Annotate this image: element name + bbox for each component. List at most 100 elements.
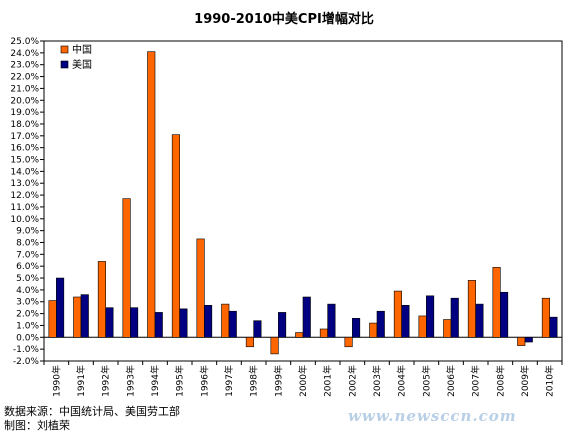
bar-usa <box>228 310 237 338</box>
y-tick-label: 11.0% <box>10 203 39 213</box>
bar-usa <box>426 295 435 338</box>
y-tick-label: 13.0% <box>10 179 39 189</box>
bar-usa <box>80 294 89 338</box>
x-tick-label: 2000年 <box>297 365 309 397</box>
y-tick-label: 12.0% <box>10 191 39 201</box>
y-tick-label: -1.0% <box>13 345 40 355</box>
bar-usa <box>105 307 114 338</box>
x-tick-label: 1996年 <box>198 365 210 397</box>
bar-usa <box>130 307 139 338</box>
bar-china <box>467 280 476 338</box>
y-axis: -2.0% -1.0% 0.0% 1.0%2.0% 3.0% 4.0% 5.0% 6.0% 7.… <box>10 37 44 367</box>
watermark: www.newsccn.com <box>348 407 517 425</box>
bar-usa <box>401 304 410 338</box>
y-tick-label: 19.0% <box>10 108 39 118</box>
bar-china <box>73 296 82 338</box>
bar-usa <box>327 303 336 338</box>
bar-china <box>319 328 328 338</box>
x-tick-label: 1998年 <box>248 365 260 397</box>
x-tick-label: 2007年 <box>470 365 482 397</box>
legend-label: 美国 <box>72 58 92 71</box>
y-tick-label: 21.0% <box>10 84 39 94</box>
y-tick-label: 8.0% <box>16 238 39 248</box>
y-tick-label: 6.0% <box>16 262 39 272</box>
x-tick-label: 1992年 <box>100 365 112 397</box>
bar-usa <box>204 304 213 338</box>
x-tick-label: 2002年 <box>346 365 358 397</box>
x-tick-label: 2005年 <box>420 365 432 397</box>
x-tick-label: 2003年 <box>371 365 383 397</box>
x-tick-label: 2009年 <box>519 365 531 397</box>
x-tick-label: 1995年 <box>174 365 186 397</box>
bar-china <box>443 319 452 338</box>
bar-china <box>147 51 156 338</box>
legend-label: 中国 <box>72 43 92 56</box>
bar-china <box>492 267 501 338</box>
author-note: 制图：刘植荣 <box>4 419 70 432</box>
bar-usa <box>352 318 361 338</box>
y-tick-label: 16.0% <box>10 144 39 154</box>
x-tick-label: 1994年 <box>149 365 161 397</box>
x-tick-label: 1997年 <box>223 365 235 397</box>
bar-usa <box>278 312 287 338</box>
y-tick-label: 25.0% <box>10 37 39 47</box>
bar-china <box>221 303 230 338</box>
x-tick-label: 2008年 <box>494 365 506 397</box>
bar-china <box>97 261 106 338</box>
y-tick-label: 15.0% <box>10 156 39 166</box>
bars <box>48 51 558 355</box>
y-tick-label: 18.0% <box>10 120 39 130</box>
bar-china <box>245 336 254 348</box>
y-tick-label: 1.0% <box>16 321 39 331</box>
y-tick-label: 22.0% <box>10 73 39 83</box>
x-tick-label: 2001年 <box>322 365 334 397</box>
legend-swatch <box>60 60 69 69</box>
bar-usa <box>450 297 459 338</box>
plot-border <box>43 40 563 362</box>
y-tick-label: 4.0% <box>16 286 39 296</box>
bar-usa <box>154 312 163 338</box>
bar-china <box>122 198 131 338</box>
bar-china <box>171 134 180 338</box>
source-note: 数据来源：中国统计局、美国劳工部 <box>4 405 180 418</box>
y-tick-label: 14.0% <box>10 167 39 177</box>
y-tick-label: 24.0% <box>10 49 39 59</box>
bar-usa <box>179 308 188 338</box>
y-tick-label: 2.0% <box>16 310 39 320</box>
y-tick-label: 0.0% <box>16 333 39 343</box>
bar-usa <box>302 296 311 338</box>
x-tick-label: 1999年 <box>272 365 284 397</box>
bar-usa <box>475 303 484 338</box>
y-tick-label: 10.0% <box>10 215 39 225</box>
bar-china <box>48 300 57 338</box>
bar-china <box>418 315 427 338</box>
bar-china <box>517 336 526 346</box>
x-tick-label: 2004年 <box>396 365 408 397</box>
x-tick-label: 2006年 <box>445 365 457 397</box>
x-axis: 1990年 1991年 1992年 1993年 1994年 1995年 1996年 1997年… <box>43 361 563 397</box>
bar-china <box>196 238 205 338</box>
bar-china <box>393 290 402 338</box>
bar-usa <box>500 291 509 338</box>
x-tick-label: 1990年 <box>50 365 62 397</box>
y-tick-label: -2.0% <box>13 357 40 367</box>
bar-china <box>295 332 304 338</box>
bar-usa <box>549 316 558 338</box>
chart-title: 1990-2010中美CPI增幅对比 <box>194 11 374 27</box>
x-tick-label: 2010年 <box>544 365 556 397</box>
y-tick-label: 20.0% <box>10 96 39 106</box>
bar-china <box>270 336 279 355</box>
bar-china <box>344 336 353 348</box>
bar-usa <box>376 310 385 338</box>
y-tick-label: 23.0% <box>10 61 39 71</box>
x-tick-label: 1993年 <box>124 365 136 397</box>
y-tick-label: 3.0% <box>16 298 39 308</box>
bar-usa <box>524 336 533 343</box>
legend-swatch <box>60 45 69 54</box>
bar-usa <box>253 320 262 338</box>
y-tick-label: 17.0% <box>10 132 39 142</box>
y-tick-label: 5.0% <box>16 274 39 284</box>
bar-china <box>369 322 378 338</box>
